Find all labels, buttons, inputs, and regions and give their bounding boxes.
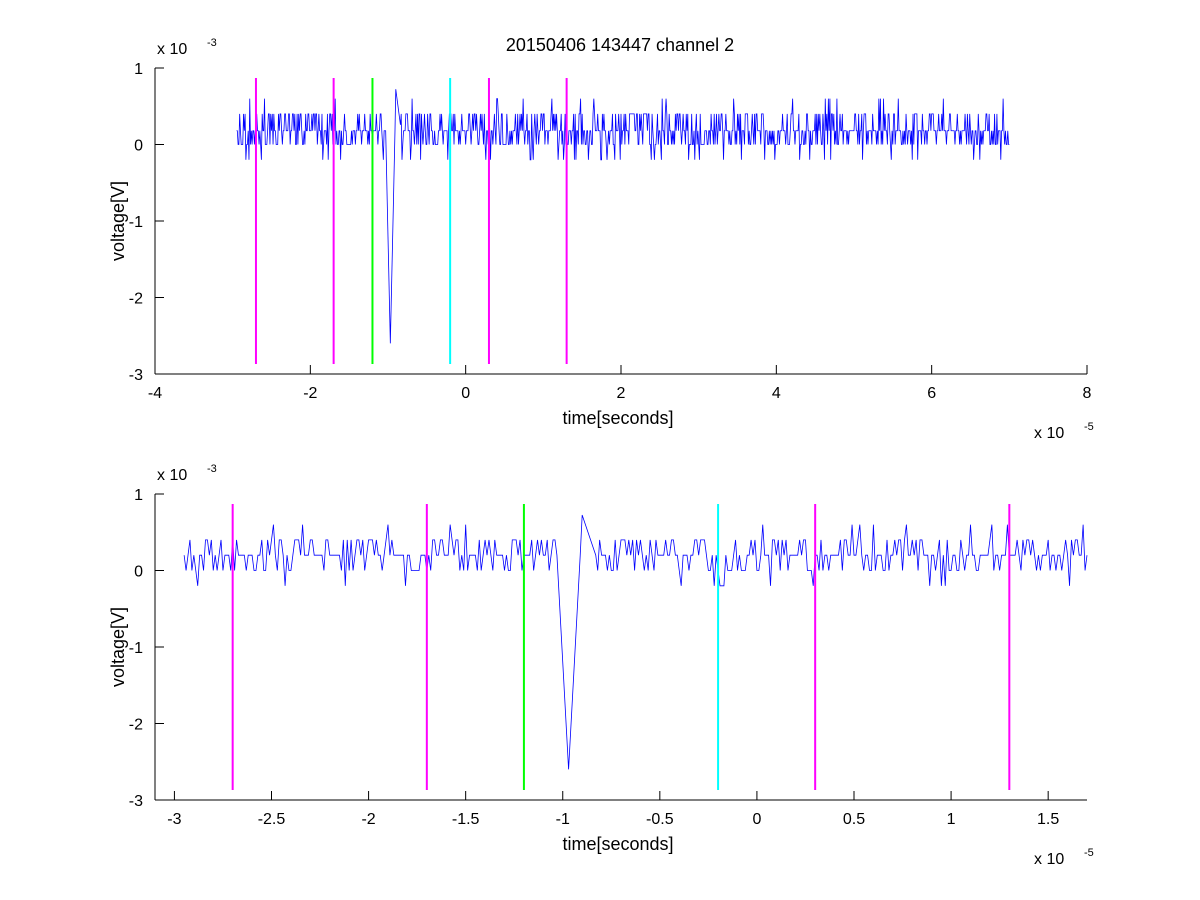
x-tick-label: 0.5 xyxy=(843,811,865,828)
y-tick-label: -2 xyxy=(129,717,143,734)
x-tick-label: 0 xyxy=(752,811,761,828)
y-axis-label: voltage[V] xyxy=(108,181,128,261)
x-tick-label: 6 xyxy=(927,385,936,402)
y-multiplier-label: x 10 xyxy=(157,41,187,58)
y-tick-label: -3 xyxy=(129,367,143,384)
x-tick-label: -2 xyxy=(303,385,317,402)
voltage-series-line xyxy=(183,514,1088,770)
x-tick-label: -0.5 xyxy=(646,811,674,828)
x-tick-label: -1 xyxy=(556,811,570,828)
figure-title: 20150406 143447 channel 2 xyxy=(506,35,734,55)
y-tick-label: 1 xyxy=(134,61,143,78)
plot-bottom: -3 -2.5 -2 -1.5 -1 -0.5 0 0.5 1 1.5 -3 -2 -1 0 1 time[s… xyxy=(108,463,1094,868)
x-tick-label: -4 xyxy=(148,385,162,402)
voltage-series-line xyxy=(236,89,1010,344)
y-tick-label: 0 xyxy=(134,138,143,155)
x-tick-label: -2.5 xyxy=(258,811,286,828)
y-axis-label: voltage[V] xyxy=(108,607,128,687)
x-tick-label: 2 xyxy=(617,385,626,402)
y-multiplier-exponent: -3 xyxy=(207,37,217,49)
x-axis-label: time[seconds] xyxy=(562,834,673,854)
y-tick-label: -1 xyxy=(129,214,143,231)
y-tick-label: -2 xyxy=(129,291,143,308)
x-tick-label: 1.5 xyxy=(1037,811,1059,828)
y-tick-label: -3 xyxy=(129,793,143,810)
x-tick-label: -1.5 xyxy=(452,811,480,828)
x-tick-label: 4 xyxy=(772,385,781,402)
plot-top: -4 -2 0 2 4 6 8 -3 -2 -1 0 1 time[seconds] voltage[V]… xyxy=(108,37,1094,442)
x-tick-label: 0 xyxy=(461,385,470,402)
x-multiplier-label: x 10 xyxy=(1034,851,1064,868)
y-tick-label: -1 xyxy=(129,640,143,657)
x-tick-label: -2 xyxy=(361,811,375,828)
y-tick-label: 1 xyxy=(134,487,143,504)
x-multiplier-exponent: -5 xyxy=(1084,847,1094,859)
x-tick-label: 1 xyxy=(947,811,956,828)
x-axis-label: time[seconds] xyxy=(562,408,673,428)
x-tick-label: 8 xyxy=(1083,385,1092,402)
y-tick-label: 0 xyxy=(134,564,143,581)
x-multiplier-exponent: -5 xyxy=(1084,421,1094,433)
y-multiplier-exponent: -3 xyxy=(207,463,217,475)
x-multiplier-label: x 10 xyxy=(1034,425,1064,442)
x-tick-label: -3 xyxy=(167,811,181,828)
y-multiplier-label: x 10 xyxy=(157,467,187,484)
